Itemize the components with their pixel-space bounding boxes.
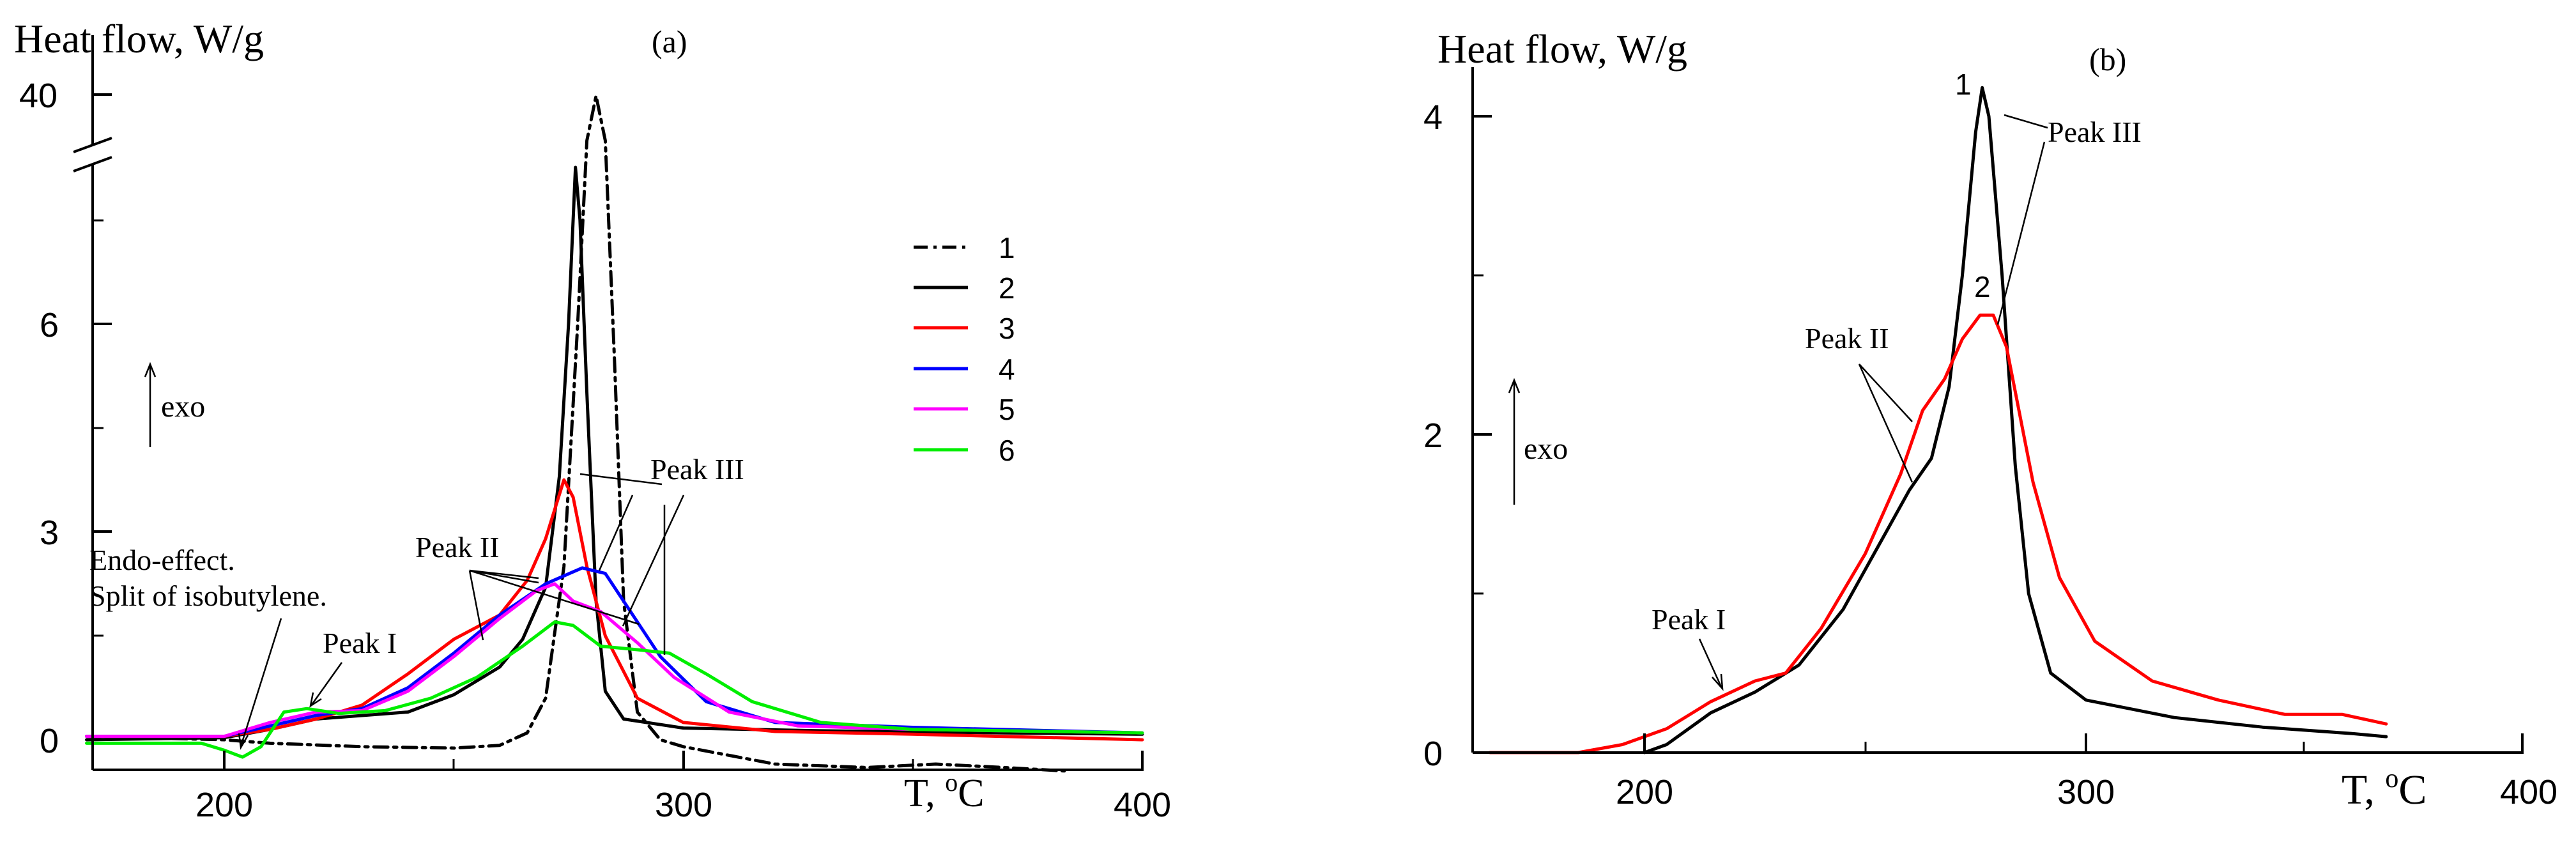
panel-a-x-minor-ticks (452, 759, 914, 770)
panel-a-peak-ii-label: Peak II (415, 531, 500, 563)
panel-a-curve-5 (85, 582, 1144, 739)
panel-b-peak-i-arrow (1698, 638, 1724, 691)
panel-b-y-tick-label-4: 4 (1423, 98, 1443, 137)
panel-a-peak-i-arrow (309, 662, 343, 708)
panel-a-curve-2 (85, 165, 1144, 742)
panel-b-curve-1 (1643, 86, 2388, 754)
panel-b-curve-label-1: 1 (1955, 68, 1972, 101)
panel-b-x-axis-title-unit: C (2398, 767, 2426, 813)
panel-a-y-axis-break-mark (73, 137, 112, 172)
panel-a-x-ticks (223, 751, 1144, 770)
panel-b-peak-iii-label: Peak III (2048, 116, 2142, 148)
panel-b-y-minor-ticks (1473, 274, 1483, 595)
panel-b-x-minor-ticks (1864, 742, 2305, 753)
panel-b-peak-ii-arrows (1858, 364, 1913, 483)
panel-b-y-ticks (1473, 115, 1492, 754)
panel-a-curve-1 (85, 94, 1066, 773)
panel-a-exo-arrow (144, 362, 157, 447)
panel-a-x-tick-label-200: 200 (195, 786, 253, 824)
panel-a-exo-label: exo (161, 390, 205, 424)
panel-a-curves (85, 94, 1144, 773)
panel-b-y-tick-label-2: 2 (1423, 417, 1443, 455)
panel-b-peak-i-label: Peak I (1652, 603, 1726, 636)
panel-a-x-tick-label-300: 300 (655, 786, 712, 824)
panel-a-endo-effect-label: Endo-effect. (89, 544, 235, 576)
panel-a-endo-arrow (238, 618, 282, 750)
legend-label-1: 1 (999, 231, 1015, 264)
panel-b-x-tick-label-200: 200 (1616, 773, 1673, 811)
panel-a-curve-3 (85, 478, 1144, 742)
panel-b-label: (b) (2089, 42, 2126, 77)
panel-a-curve-4 (85, 566, 1144, 739)
panel-b-x-axis-title-degree: o (2385, 764, 2398, 793)
panel-a-peak-ii-arrows (468, 569, 640, 641)
panel-a-y-tick-label-6: 6 (40, 306, 59, 344)
panel-a-peak-iii-label: Peak III (650, 453, 744, 486)
panel-b-x-ticks (1643, 733, 2524, 753)
panel-b-curve-2 (1488, 313, 2388, 754)
panel-b-exo-label: exo (1524, 432, 1568, 466)
panel-a-x-axis-title-prefix: T, (904, 772, 945, 815)
panel-a-x-axis-title: T, oC (904, 768, 985, 815)
panel-b-x-tick-label-300: 300 (2057, 773, 2115, 811)
panel-b-x-axis-title: T, oC (2342, 764, 2426, 813)
panel-b: 0 2 4 200 300 400 Heat flow, W/g (b) T, … (1423, 26, 2557, 813)
panel-a-x-axis-title-degree: o (945, 768, 958, 797)
panel-b-y-axis-title: Heat flow, W/g (1438, 26, 1687, 72)
panel-b-x-axis-title-prefix: T, (2342, 767, 2385, 813)
legend-label-6: 6 (999, 434, 1015, 467)
panel-a-x-tick-label-400: 400 (1114, 786, 1171, 824)
legend-label-4: 4 (999, 353, 1015, 386)
panel-b-peak-ii-label: Peak II (1805, 322, 1889, 355)
panel-a-split-label: Split of isobutylene. (89, 579, 327, 612)
panel-b-curves (1488, 86, 2388, 754)
panel-a-x-axis-title-unit: C (958, 772, 984, 815)
panel-a-y-tick-label-40: 40 (19, 77, 57, 115)
legend-label-5: 5 (999, 393, 1015, 426)
panel-a-y-axis-title: Heat flow, W/g (14, 16, 264, 61)
panel-b-y-tick-label-0: 0 (1423, 735, 1443, 773)
panel-a-y-minor-ticks (93, 219, 103, 637)
legend-label-2: 2 (999, 272, 1015, 305)
panel-b-exo-arrow (1508, 378, 1521, 505)
panel-a: 0 3 6 40 200 300 400 Heat flow, W/g (a) … (14, 16, 1171, 824)
panel-a-curve-6 (85, 620, 1144, 759)
panel-b-curve-label-2: 2 (1974, 270, 1991, 303)
panel-a-legend: 1 2 3 4 5 6 (914, 231, 1015, 467)
panel-b-x-tick-label-400: 400 (2500, 773, 2557, 811)
panel-a-y-tick-label-0: 0 (40, 722, 59, 760)
panel-b-peak-iii-arrows (1997, 114, 2048, 325)
panel-a-y-tick-label-3: 3 (40, 514, 59, 552)
legend-label-3: 3 (999, 312, 1015, 345)
panel-a-peak-iii-arrows (579, 473, 685, 655)
panel-a-peak-i-label: Peak I (323, 627, 397, 659)
panel-a-label: (a) (652, 24, 687, 59)
